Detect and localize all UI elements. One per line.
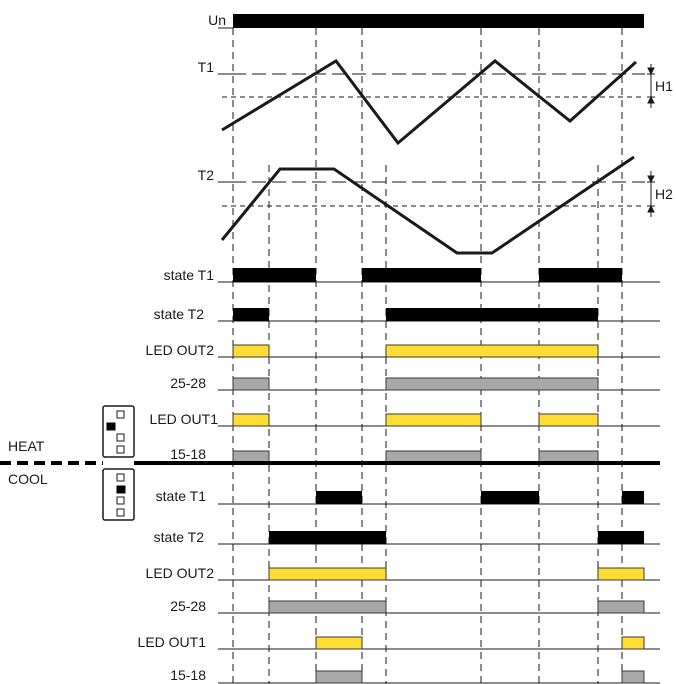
heat-row-label: LED OUT2	[146, 342, 215, 358]
heat-row-state-t1: state T1	[164, 267, 660, 283]
heat-row-led-out1: LED OUT1	[150, 411, 660, 427]
h2-hysteresis-marker: H2	[647, 171, 673, 217]
supply-row: Un	[208, 12, 644, 29]
cool-row-contact-15-18: 15-18	[170, 667, 660, 684]
cool-state-t2-pulse	[598, 531, 644, 544]
event-guide-lines	[232, 28, 623, 684]
heat-state-t1-pulse	[233, 268, 316, 282]
supply-bar	[233, 14, 644, 28]
h2-label: H2	[655, 186, 673, 202]
heat-state-t1-pulse	[539, 268, 622, 282]
heat-led-out1-pulse	[538, 413, 599, 427]
cool-led-out2-pulse	[597, 567, 645, 581]
t2-graph: T2 H2	[198, 155, 673, 255]
cool-led-out2-pulse	[268, 567, 387, 581]
cool-led-out1-pulse	[621, 636, 645, 650]
cool-led-out1-pulse	[315, 636, 363, 650]
heat-led-out2-pulse	[232, 344, 270, 358]
heat-led-out2-pulse	[385, 344, 599, 358]
dip-switch-cool-icon	[102, 468, 135, 521]
heat-row-label: 25-28	[170, 375, 206, 391]
cool-state-t2-pulse	[269, 531, 386, 544]
cool-contact-15-18-pulse	[621, 670, 645, 684]
heat-row-label: 15-18	[170, 446, 206, 462]
cool-row-label: LED OUT2	[146, 565, 215, 581]
heat-led-out1-pulse	[385, 413, 482, 427]
heat-row-led-out2: LED OUT2	[146, 342, 660, 358]
t2-temperature-curve	[220, 155, 635, 255]
heat-contact-25-28-pulse	[232, 377, 270, 391]
heat-mode-label: HEAT	[8, 438, 45, 454]
cool-contact-25-28-pulse	[268, 600, 387, 614]
heat-row-contact-15-18: 15-18	[170, 446, 599, 464]
cool-contact-15-18-pulse	[315, 670, 363, 684]
heat-contact-25-28-pulse	[385, 377, 599, 391]
heat-section: state T1 state T2 LED OUT2 25-28 LED OUT…	[146, 267, 660, 464]
mode-separator: HEAT COOL	[0, 438, 660, 487]
cool-state-t1-pulse	[316, 491, 362, 504]
heat-row-label: LED OUT1	[150, 411, 219, 427]
heat-led-out1-pulse	[232, 413, 270, 427]
cool-mode-label: COOL	[8, 471, 48, 487]
cool-row-led-out1: LED OUT1	[138, 634, 660, 650]
heat-state-t2-pulse	[233, 308, 269, 321]
cool-row-led-out2: LED OUT2	[146, 565, 660, 581]
heat-state-t1-pulse	[362, 268, 481, 282]
cool-row-label: LED OUT1	[138, 634, 207, 650]
cool-contact-25-28-pulse	[597, 600, 645, 614]
heat-row-contact-25-28: 25-28	[170, 375, 660, 391]
cool-row-state-t1: state T1	[156, 488, 660, 505]
t1-graph: T1 H1	[198, 59, 673, 146]
heat-row-label: state T1	[164, 267, 215, 283]
dip-switch-heat-icon	[102, 405, 135, 458]
cool-state-t1-pulse	[622, 491, 644, 504]
t1-temperature-curve	[221, 59, 637, 146]
cool-section: state T1 state T2 LED OUT2 25-28 LED OUT…	[138, 488, 660, 684]
cool-row-state-t2: state T2	[154, 529, 660, 545]
heat-row-label: state T2	[154, 306, 205, 322]
heat-state-t2-pulse	[386, 308, 598, 321]
cool-row-label: 25-28	[170, 598, 206, 614]
cool-row-label: 15-18	[170, 667, 206, 683]
h1-label: H1	[655, 78, 673, 94]
cool-row-label: state T1	[156, 488, 207, 504]
t2-label: T2	[198, 167, 215, 183]
supply-label: Un	[208, 12, 226, 28]
cool-state-t1-pulse	[481, 491, 539, 504]
cool-row-contact-25-28: 25-28	[170, 598, 660, 614]
heat-row-state-t2: state T2	[154, 306, 660, 322]
t1-label: T1	[198, 59, 215, 75]
cool-row-label: state T2	[154, 529, 205, 545]
h1-hysteresis-marker: H1	[647, 64, 673, 108]
